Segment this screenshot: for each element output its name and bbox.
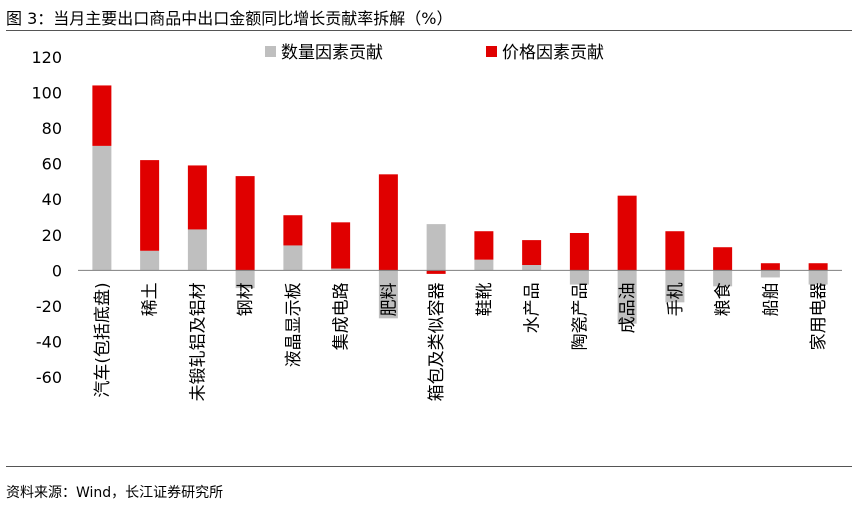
bar-price bbox=[426, 270, 446, 274]
y-tick-label: 0 bbox=[52, 261, 62, 280]
legend-label: 数量因素贡献 bbox=[281, 43, 383, 63]
bar-quantity bbox=[283, 245, 303, 271]
x-tick-label: 汽车(包括底盘) bbox=[93, 282, 113, 397]
bar-quantity bbox=[474, 259, 494, 271]
bar-quantity bbox=[617, 270, 637, 324]
y-tick-label: 40 bbox=[42, 190, 62, 209]
bar-quantity bbox=[187, 229, 207, 271]
bar-price bbox=[522, 240, 542, 265]
x-tick-label: 粮食 bbox=[714, 282, 734, 316]
y-tick-label: 100 bbox=[31, 84, 62, 103]
y-tick-label: -40 bbox=[36, 332, 62, 351]
x-tick-label: 肥料 bbox=[379, 282, 399, 316]
bar-price bbox=[187, 165, 207, 230]
legend-swatch bbox=[486, 46, 497, 57]
y-tick-label: 20 bbox=[42, 226, 62, 245]
bar-price bbox=[331, 222, 351, 269]
bar-quantity bbox=[140, 250, 160, 271]
legend: 数量因素贡献 价格因素贡献 bbox=[265, 43, 604, 63]
x-tick-label: 未锻轧铝及铝材 bbox=[188, 282, 208, 401]
bar-price bbox=[617, 195, 637, 271]
bar-quantity bbox=[235, 270, 255, 289]
x-axis-labels: 汽车(包括底盘) 稀土 未锻轧铝及铝材 钢材 液晶显示板 集成电路 肥料 箱包及类似容器 鞋靴水… bbox=[93, 282, 829, 401]
bar-quantity bbox=[760, 270, 780, 278]
bar-quantity bbox=[808, 270, 828, 285]
source-note: 资料来源：Wind，长江证券研究所 bbox=[6, 485, 224, 501]
bar-price bbox=[665, 231, 685, 271]
title-rule bbox=[6, 30, 852, 31]
bar-quantity bbox=[378, 270, 398, 319]
y-tick-label: 120 bbox=[31, 48, 62, 67]
y-tick-label: 60 bbox=[42, 155, 62, 174]
x-tick-label: 家用电器 bbox=[809, 282, 829, 350]
bar-price bbox=[760, 263, 780, 271]
x-tick-label: 鞋靴 bbox=[475, 282, 495, 316]
y-tick-label: -20 bbox=[36, 297, 62, 316]
stacked-bar-chart: 数量因素贡献 价格因素贡献 -60 -40 -20 0 20 40 60 80 100 120 汽车… bbox=[31, 43, 842, 401]
bar-price bbox=[140, 160, 160, 251]
bar-quantity bbox=[665, 270, 685, 303]
x-tick-label: 成品油 bbox=[618, 282, 638, 333]
legend-label: 价格因素贡献 bbox=[502, 43, 604, 63]
y-tick-label: 80 bbox=[42, 119, 62, 138]
x-tick-label: 船舶 bbox=[761, 282, 781, 316]
bar-quantity bbox=[522, 265, 542, 271]
bar-price bbox=[713, 247, 733, 271]
bar-price bbox=[92, 85, 112, 146]
bar-price bbox=[808, 263, 828, 271]
x-tick-label: 液晶显示板 bbox=[284, 282, 304, 367]
x-tick-label: 箱包及类似容器 bbox=[427, 282, 447, 401]
y-axis: -60 -40 -20 0 20 40 60 80 100 120 bbox=[31, 48, 62, 387]
bar-quantity bbox=[569, 270, 589, 285]
bar-price bbox=[283, 215, 303, 246]
bar-quantity bbox=[92, 145, 112, 271]
bar-price bbox=[378, 174, 398, 271]
chart-title: 图 3：当月主要出口商品中出口金额同比增长贡献率拆解（%） bbox=[6, 9, 453, 28]
x-tick-label: 陶瓷产品 bbox=[570, 282, 590, 350]
bar-price bbox=[569, 233, 589, 271]
bar-quantity bbox=[426, 224, 446, 271]
x-tick-label: 稀土 bbox=[141, 282, 161, 316]
bar-price bbox=[474, 231, 494, 260]
footer-rule bbox=[6, 466, 852, 467]
bar-quantity bbox=[713, 270, 733, 287]
x-tick-label: 钢材 bbox=[236, 282, 256, 316]
x-tick-label: 水产品 bbox=[523, 282, 543, 333]
bar-price bbox=[235, 176, 255, 271]
y-tick-label: -60 bbox=[36, 368, 62, 387]
x-tick-label: 集成电路 bbox=[332, 282, 352, 350]
x-tick-label: 手机 bbox=[666, 282, 686, 316]
legend-swatch bbox=[265, 46, 276, 57]
bars bbox=[92, 85, 828, 324]
bar-quantity bbox=[331, 268, 351, 271]
